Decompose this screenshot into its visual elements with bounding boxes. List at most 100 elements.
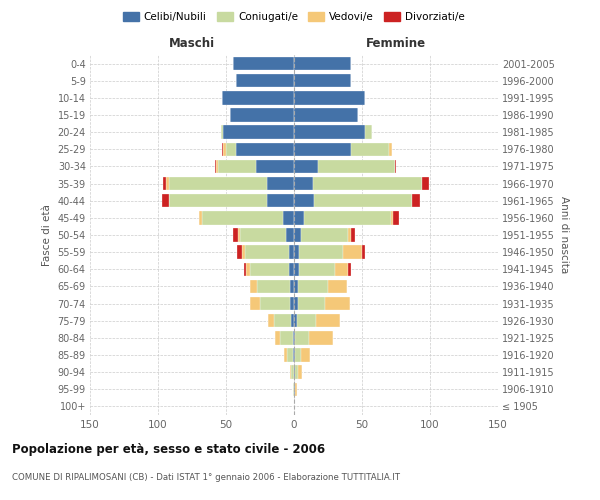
Bar: [319, 160, 395, 173]
Bar: [294, 108, 358, 122]
Bar: [290, 297, 294, 310]
Bar: [299, 246, 343, 259]
Bar: [314, 194, 412, 207]
Bar: [393, 211, 399, 224]
Bar: [242, 246, 245, 259]
Bar: [250, 280, 257, 293]
Bar: [294, 177, 313, 190]
Bar: [298, 366, 302, 379]
Bar: [256, 160, 294, 173]
Bar: [294, 331, 295, 344]
Bar: [294, 91, 365, 104]
Bar: [391, 211, 393, 224]
Bar: [298, 280, 328, 293]
Bar: [294, 228, 301, 241]
Bar: [294, 314, 297, 328]
Bar: [365, 126, 371, 139]
Bar: [290, 366, 291, 379]
Bar: [283, 211, 294, 224]
Bar: [295, 382, 297, 396]
Bar: [362, 246, 365, 259]
Legend: Celibi/Nubili, Coniugati/e, Vedovi/e, Divorziati/e: Celibi/Nubili, Coniugati/e, Vedovi/e, Di…: [119, 8, 469, 26]
Bar: [294, 194, 314, 207]
Bar: [389, 142, 392, 156]
Bar: [287, 348, 293, 362]
Bar: [316, 314, 340, 328]
Bar: [233, 57, 294, 70]
Bar: [289, 246, 294, 259]
Bar: [275, 331, 280, 344]
Bar: [286, 228, 294, 241]
Bar: [218, 160, 256, 173]
Bar: [284, 348, 287, 362]
Bar: [239, 228, 286, 241]
Bar: [294, 348, 295, 362]
Bar: [297, 314, 316, 328]
Bar: [293, 331, 294, 344]
Bar: [238, 228, 239, 241]
Bar: [289, 262, 294, 276]
Bar: [294, 211, 304, 224]
Bar: [325, 297, 350, 310]
Bar: [260, 297, 290, 310]
Bar: [163, 177, 166, 190]
Bar: [294, 262, 299, 276]
Bar: [247, 262, 250, 276]
Bar: [222, 142, 223, 156]
Bar: [295, 348, 301, 362]
Bar: [295, 331, 309, 344]
Bar: [349, 228, 351, 241]
Bar: [304, 211, 391, 224]
Bar: [291, 366, 294, 379]
Bar: [351, 228, 355, 241]
Bar: [298, 297, 325, 310]
Bar: [217, 160, 218, 173]
Bar: [222, 91, 294, 104]
Bar: [294, 160, 319, 173]
Bar: [422, 177, 428, 190]
Bar: [290, 280, 294, 293]
Bar: [294, 297, 298, 310]
Bar: [166, 177, 169, 190]
Bar: [280, 331, 293, 344]
Bar: [291, 314, 294, 328]
Bar: [230, 108, 294, 122]
Bar: [301, 228, 349, 241]
Bar: [267, 194, 294, 207]
Bar: [268, 314, 274, 328]
Bar: [162, 194, 169, 207]
Bar: [395, 160, 396, 173]
Bar: [309, 331, 334, 344]
Bar: [293, 382, 294, 396]
Text: Femmine: Femmine: [366, 37, 426, 50]
Bar: [233, 228, 238, 241]
Bar: [237, 246, 242, 259]
Bar: [349, 262, 351, 276]
Bar: [335, 262, 349, 276]
Bar: [294, 57, 351, 70]
Bar: [294, 280, 298, 293]
Bar: [245, 246, 289, 259]
Bar: [250, 262, 289, 276]
Bar: [236, 74, 294, 88]
Bar: [351, 142, 389, 156]
Bar: [412, 194, 421, 207]
Bar: [313, 177, 422, 190]
Bar: [215, 160, 217, 173]
Text: Maschi: Maschi: [169, 37, 215, 50]
Bar: [299, 262, 335, 276]
Bar: [236, 142, 294, 156]
Bar: [294, 366, 295, 379]
Bar: [328, 280, 347, 293]
Bar: [202, 211, 283, 224]
Y-axis label: Anni di nascita: Anni di nascita: [559, 196, 569, 274]
Bar: [223, 126, 294, 139]
Bar: [274, 314, 291, 328]
Bar: [294, 246, 299, 259]
Bar: [294, 142, 351, 156]
Bar: [169, 177, 267, 190]
Bar: [223, 142, 226, 156]
Bar: [221, 126, 223, 139]
Bar: [294, 126, 365, 139]
Bar: [244, 262, 247, 276]
